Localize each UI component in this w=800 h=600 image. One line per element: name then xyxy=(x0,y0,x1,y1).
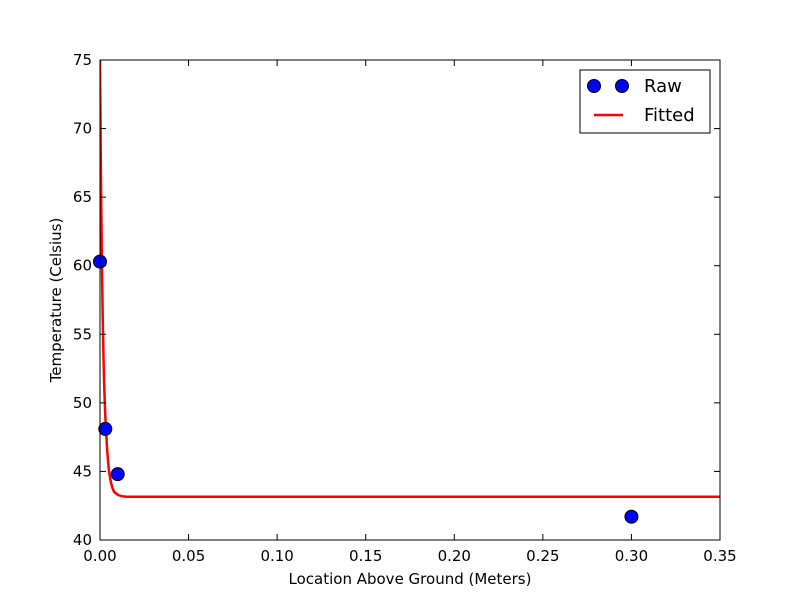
y-tick-label: 55 xyxy=(73,325,92,343)
x-tick-label: 0.35 xyxy=(703,547,736,565)
axes-frame xyxy=(99,59,721,541)
raw-point xyxy=(98,421,113,436)
fitted-line xyxy=(100,60,720,499)
x-axis-label: Location Above Ground (Meters) xyxy=(289,570,532,588)
x-tick-label: 0.10 xyxy=(260,547,293,565)
legend: Raw Fitted xyxy=(579,69,711,134)
x-tick-label: 0.00 xyxy=(83,547,116,565)
plot-area xyxy=(93,60,720,540)
y-tick-label: 70 xyxy=(73,120,92,138)
y-tick-label: 75 xyxy=(73,51,92,69)
y-tick-label: 40 xyxy=(73,531,92,549)
plot-clipped xyxy=(100,60,720,499)
axes: 0.00 0.05 0.10 0.15 0.20 0.25 0.30 0.35 40 45 50 55… xyxy=(47,51,737,588)
y-tick-label: 50 xyxy=(73,394,92,412)
y-axis-label: Temperature (Celsius) xyxy=(47,218,65,384)
y-tick-label: 60 xyxy=(73,257,92,275)
x-tick-label: 0.30 xyxy=(615,547,648,565)
y-tick-label: 65 xyxy=(73,188,92,206)
y-tick-label: 45 xyxy=(73,462,92,480)
legend-marker xyxy=(587,79,601,93)
legend-label: Raw xyxy=(644,76,682,97)
x-tick-label: 0.20 xyxy=(438,547,471,565)
plot-background xyxy=(100,60,720,540)
legend-box xyxy=(579,69,711,134)
x-tick-label: 0.25 xyxy=(526,547,559,565)
x-tick-label: 0.15 xyxy=(349,547,382,565)
legend-label: Fitted xyxy=(644,105,695,126)
raw-point xyxy=(110,467,125,482)
x-tick-label: 0.05 xyxy=(172,547,205,565)
raw-point xyxy=(624,509,639,524)
legend-marker xyxy=(615,79,629,93)
